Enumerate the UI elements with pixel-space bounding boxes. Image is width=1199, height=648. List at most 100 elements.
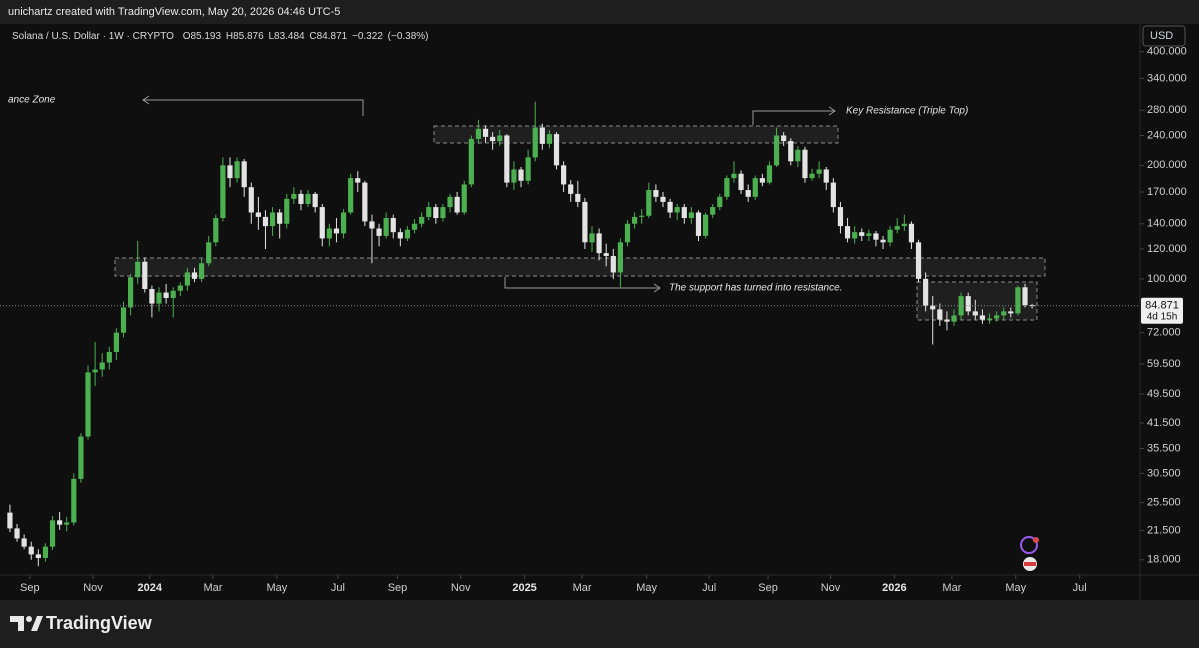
currency[interactable]: USD — [1150, 30, 1173, 42]
low-letter: L — [268, 31, 274, 42]
candle-body — [986, 318, 993, 320]
candle-body — [255, 212, 261, 217]
candle-body — [674, 207, 680, 213]
candle-body — [894, 226, 900, 230]
candle-body — [142, 261, 148, 290]
candle-body — [7, 512, 13, 529]
candle-body — [241, 161, 247, 188]
x-tick-label: Jul — [1073, 582, 1087, 594]
y-tick-label: 49.500 — [1147, 388, 1181, 400]
candle-body — [1015, 287, 1021, 314]
x-tick-label: 2025 — [512, 582, 536, 594]
candle-body — [710, 207, 716, 215]
candle-body — [319, 207, 325, 239]
candle-body — [213, 218, 219, 243]
candle-body — [298, 193, 304, 204]
candle-body — [1001, 311, 1007, 316]
countdown: 4d 15h — [1147, 311, 1178, 322]
candle-body — [781, 135, 787, 142]
y-tick-label: 21.500 — [1147, 525, 1181, 537]
x-tick-label: Nov — [821, 582, 841, 594]
candle-body — [823, 169, 829, 183]
candle-body — [724, 178, 730, 197]
annotation: ance Zone — [8, 95, 56, 106]
candle-body — [85, 372, 91, 437]
candle-body — [759, 178, 765, 183]
candle-body — [277, 212, 283, 224]
candle-body — [291, 193, 297, 199]
candle-body — [120, 307, 127, 333]
candle-body — [923, 278, 929, 306]
candle-body — [539, 127, 545, 144]
open-letter: O — [183, 31, 191, 42]
legend: Solana / U.S. Dollar · 1W · CRYPTO O85.1… — [12, 31, 429, 42]
y-tick-label: 30.500 — [1147, 467, 1181, 479]
candle-body — [419, 216, 425, 224]
candle-body — [28, 546, 34, 555]
alert-icon[interactable] — [1020, 536, 1038, 554]
y-tick-label: 240.000 — [1147, 129, 1187, 141]
candle-body — [426, 207, 432, 217]
candle-body — [901, 223, 907, 227]
candle-body — [355, 178, 361, 183]
candle-body — [915, 242, 922, 279]
candle-body — [284, 198, 290, 224]
candle-body — [702, 214, 709, 236]
low-value: 83.484 — [274, 31, 305, 42]
candle-body — [837, 207, 844, 227]
plot: 18.000 21.500 25.500 30.500 35.500 41.500 49.5… — [0, 46, 1187, 594]
y-tick-label: 400.000 — [1147, 46, 1187, 58]
price-tag — [1141, 297, 1183, 324]
candle-body — [688, 212, 694, 219]
candle-body — [972, 311, 978, 316]
candle-body — [326, 228, 332, 239]
x-tick-label: May — [1005, 582, 1026, 594]
candle-body — [930, 305, 936, 310]
candle-body — [42, 546, 49, 558]
candle-body — [596, 233, 602, 254]
candle-body — [99, 362, 105, 370]
candle-body — [880, 239, 886, 243]
candle-body — [646, 190, 652, 216]
candle-body — [404, 229, 411, 239]
candle-body — [802, 149, 808, 179]
candle-body — [653, 190, 659, 197]
candle-body — [35, 554, 41, 558]
candle-body — [128, 277, 134, 308]
logo: TradingView — [10, 613, 153, 633]
candle-body — [348, 178, 354, 213]
candle-body — [603, 253, 609, 256]
candle-body — [873, 233, 879, 240]
candle-body — [234, 161, 240, 179]
credit: unichartz created with TradingView.com, … — [8, 6, 340, 18]
x-tick-label: Jul — [331, 582, 345, 594]
currency-button[interactable] — [1142, 25, 1186, 47]
candle-body — [617, 242, 623, 273]
candle-body — [191, 272, 198, 279]
candle-body — [994, 315, 1000, 319]
candle-body — [639, 215, 645, 217]
candle-body — [49, 520, 56, 547]
y-tick-label: 170.000 — [1147, 186, 1187, 198]
candle-body — [745, 190, 751, 197]
candle-body — [163, 292, 169, 298]
candle-body — [1008, 311, 1014, 314]
candle-body — [333, 228, 340, 234]
candle-body — [135, 261, 141, 278]
candle-body — [582, 201, 588, 243]
candle-body — [57, 520, 63, 525]
y-tick-label: 72.000 — [1147, 327, 1181, 339]
candle-body — [660, 196, 666, 202]
x-tick-label: Sep — [20, 582, 40, 594]
chart-area — [0, 24, 1199, 600]
y-tick-label: 340.000 — [1147, 72, 1187, 84]
candle-body — [546, 134, 553, 144]
candle-body — [532, 127, 538, 158]
candle-body — [227, 165, 233, 179]
logo-mark — [31, 616, 43, 631]
candle-body — [766, 165, 773, 183]
candle-body — [695, 212, 702, 236]
candle-body — [561, 165, 567, 185]
candle-body — [184, 272, 190, 286]
